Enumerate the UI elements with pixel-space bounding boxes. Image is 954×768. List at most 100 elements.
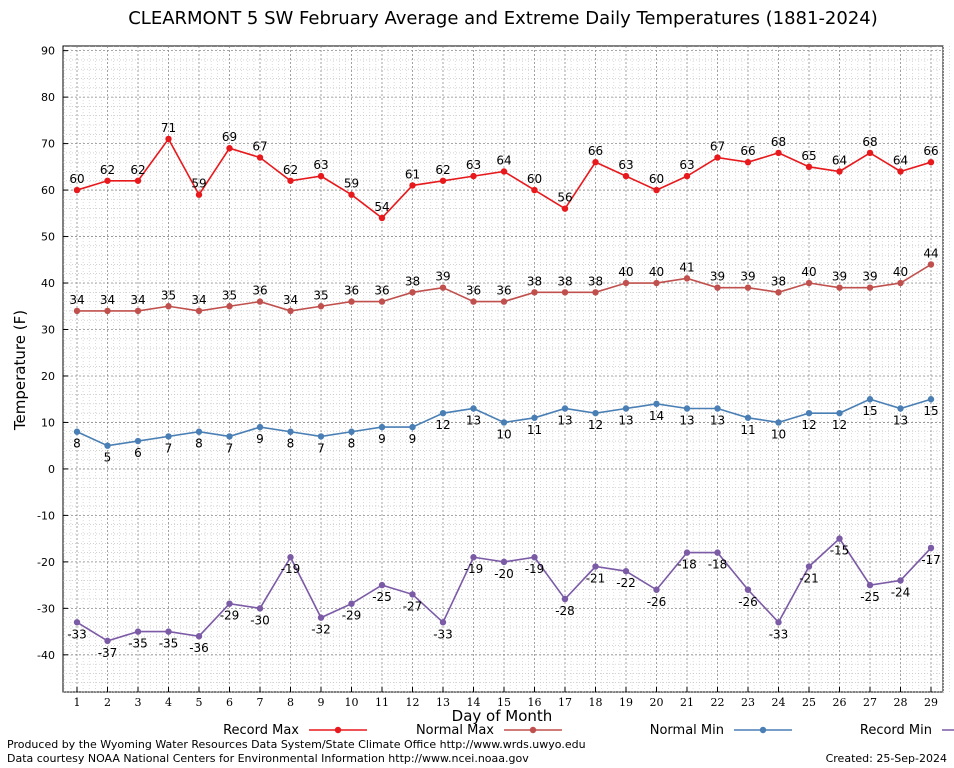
record-min-data-label: -28 bbox=[555, 604, 575, 618]
normal-max-data-label: 41 bbox=[679, 260, 694, 274]
normal-min-point bbox=[531, 414, 538, 421]
record-max-data-label: 63 bbox=[313, 158, 328, 172]
x-tick-label: 17 bbox=[558, 696, 572, 709]
record-max-point bbox=[836, 168, 843, 175]
record-max-point bbox=[439, 177, 447, 184]
y-tick-label: -10 bbox=[37, 509, 55, 522]
x-tick-label: 2 bbox=[104, 696, 111, 709]
normal-max-data-label: 35 bbox=[313, 288, 328, 302]
x-tick-label: 25 bbox=[802, 696, 816, 709]
record-min-data-label: -22 bbox=[616, 576, 636, 590]
normal-max-point bbox=[226, 303, 233, 310]
normal-min-data-label: 5 bbox=[104, 451, 112, 465]
normal-max-data-label: 34 bbox=[130, 293, 145, 307]
record-min-data-label: -32 bbox=[311, 623, 331, 637]
record-max-data-label: 62 bbox=[100, 163, 115, 177]
series-record-max: 60 62 62 71 59 69 67 62 63 59 54 61 62 63 64 60 56 66 63 60… bbox=[69, 121, 939, 222]
record-max-point bbox=[866, 149, 874, 157]
normal-min-data-label: 13 bbox=[618, 414, 633, 428]
normal-min-data-label: 13 bbox=[466, 414, 481, 428]
record-max-point bbox=[897, 168, 904, 175]
y-tick-label: 20 bbox=[41, 370, 55, 383]
record-max-data-label: 68 bbox=[771, 135, 786, 149]
x-tick-label: 28 bbox=[894, 696, 908, 709]
series-normal-min: 8 5 6 7 8 7 9 8 7 8 9 9 12 13 10 11 13 12 13 14 13 13 11 10 12 12… bbox=[73, 396, 939, 465]
y-tick-label: 50 bbox=[41, 231, 55, 244]
record-max-point bbox=[561, 205, 569, 212]
legend-label: Normal Min bbox=[650, 723, 724, 738]
record-min-point bbox=[226, 600, 233, 607]
record-max-point bbox=[165, 135, 172, 143]
x-tick-label: 24 bbox=[772, 696, 786, 709]
x-tick-label: 11 bbox=[375, 696, 389, 709]
x-tick-label: 15 bbox=[497, 696, 511, 709]
y-tick-label: -30 bbox=[37, 602, 55, 615]
record-max-point bbox=[317, 172, 325, 180]
record-max-data-label: 66 bbox=[588, 144, 603, 158]
normal-min-data-label: 9 bbox=[378, 432, 386, 446]
record-max-point bbox=[683, 172, 691, 180]
normal-max-point bbox=[287, 307, 294, 315]
y-tick-label: 70 bbox=[41, 138, 55, 151]
y-tick-label: 30 bbox=[41, 323, 55, 336]
normal-min-data-label: 9 bbox=[256, 432, 264, 446]
normal-min-data-label: 13 bbox=[679, 414, 694, 428]
record-min-data-label: -17 bbox=[921, 553, 941, 567]
normal-min-data-label: 12 bbox=[832, 418, 847, 432]
normal-min-point bbox=[439, 409, 447, 417]
legend-item-record-max: Record Max bbox=[223, 723, 367, 738]
normal-max-point bbox=[561, 289, 569, 296]
normal-min-point bbox=[287, 428, 294, 435]
record-min-point bbox=[73, 619, 81, 626]
normal-min-data-label: 9 bbox=[409, 432, 417, 446]
record-min-point bbox=[927, 544, 935, 552]
normal-min-data-label: 13 bbox=[893, 414, 908, 428]
legend-label: Normal Max bbox=[416, 723, 494, 738]
record-max-point bbox=[378, 214, 386, 222]
normal-min-data-label: 14 bbox=[649, 409, 664, 423]
x-tick-label: 3 bbox=[135, 696, 142, 709]
record-min-data-label: -30 bbox=[250, 613, 270, 627]
normal-max-point bbox=[653, 279, 660, 287]
record-min-point bbox=[134, 628, 142, 635]
normal-max-point bbox=[592, 289, 599, 296]
record-max-point bbox=[73, 186, 81, 194]
normal-max-point bbox=[73, 307, 81, 315]
x-tick-label: 14 bbox=[467, 696, 481, 709]
record-min-point bbox=[561, 595, 569, 603]
record-min-point bbox=[714, 549, 721, 556]
normal-max-data-label: 39 bbox=[862, 270, 877, 284]
legend-item-normal-max: Normal Max bbox=[416, 723, 562, 738]
record-min-point bbox=[104, 637, 111, 645]
x-axis: 1 2 3 4 5 6 7 8 9 10 11 12 13 14 15 16 17 18 19 20 21 22 23 24 2… bbox=[74, 687, 938, 709]
record-min-point bbox=[470, 554, 477, 561]
record-min-data-label: -20 bbox=[494, 567, 514, 581]
record-min-point bbox=[592, 563, 599, 570]
normal-max-point bbox=[104, 307, 111, 315]
footer-credit-1: Produced by the Wyoming Water Resources … bbox=[7, 738, 586, 751]
normal-min-point bbox=[104, 442, 111, 449]
normal-min-point bbox=[317, 433, 325, 440]
normal-max-point bbox=[378, 298, 386, 305]
record-min-point bbox=[348, 600, 355, 607]
x-tick-label: 20 bbox=[650, 696, 664, 709]
normal-max-data-label: 36 bbox=[344, 284, 359, 298]
normal-max-data-label: 36 bbox=[466, 284, 481, 298]
record-max-data-label: 64 bbox=[496, 153, 511, 167]
record-max-data-label: 60 bbox=[527, 172, 542, 186]
record-min-data-label: -25 bbox=[860, 590, 880, 604]
record-min-point bbox=[683, 549, 691, 556]
normal-max-data-label: 34 bbox=[100, 293, 115, 307]
normal-max-point bbox=[439, 284, 447, 291]
x-tick-label: 7 bbox=[257, 696, 264, 709]
record-max-point bbox=[409, 182, 416, 189]
record-max-data-label: 64 bbox=[893, 153, 908, 167]
normal-min-data-label: 15 bbox=[862, 404, 877, 418]
normal-max-data-label: 39 bbox=[710, 270, 725, 284]
plot-area bbox=[62, 45, 944, 693]
x-tick-label: 10 bbox=[345, 696, 359, 709]
x-tick-label: 1 bbox=[74, 696, 81, 709]
record-max-data-label: 69 bbox=[222, 130, 237, 144]
